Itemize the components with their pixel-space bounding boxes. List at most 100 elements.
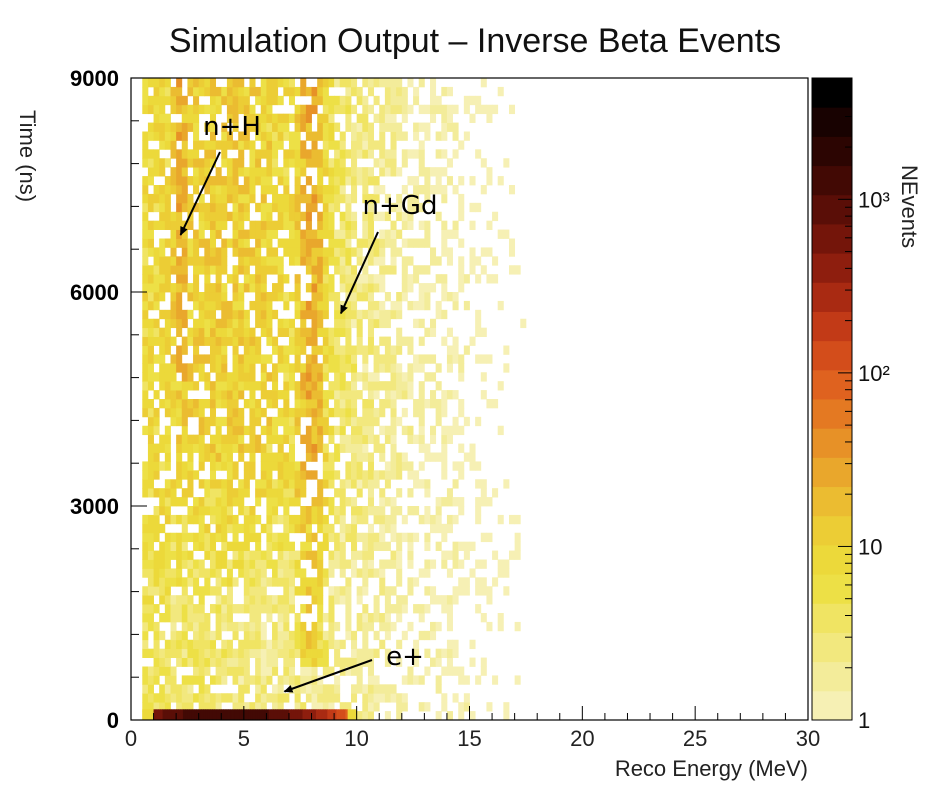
heatmap-cell: [209, 140, 217, 150]
heatmap-cell: [379, 229, 386, 239]
heatmap-cell: [209, 390, 217, 400]
heatmap-cell: [255, 488, 262, 498]
heatmap-cell: [413, 657, 420, 667]
heatmap-cell: [334, 149, 341, 159]
heatmap-cell: [187, 158, 194, 168]
heatmap-cell: [379, 283, 386, 293]
heatmap-cell: [260, 78, 267, 88]
heatmap-cell: [232, 140, 239, 150]
heatmap-cell: [441, 399, 448, 409]
heatmap-cell: [170, 488, 177, 498]
heatmap-cell: [458, 407, 465, 418]
heatmap-cell: [430, 630, 437, 641]
heatmap-cell: [215, 559, 222, 569]
heatmap-cell: [339, 506, 346, 516]
heatmap-cell: [418, 202, 425, 213]
heatmap-cell: [305, 666, 312, 676]
heatmap-cell: [266, 666, 273, 676]
heatmap-cell: [413, 470, 420, 480]
heatmap-cell: [260, 461, 267, 471]
heatmap-cell: [193, 86, 200, 97]
colorbar-segment: [812, 574, 852, 604]
heatmap-cell: [373, 443, 380, 453]
heatmap-cell: [164, 479, 171, 489]
heatmap-cell: [170, 167, 177, 177]
heatmap-cell: [272, 648, 279, 658]
heatmap-cell: [164, 78, 171, 88]
heatmap-cell: [283, 363, 290, 373]
heatmap-cell: [328, 193, 335, 204]
prompt-band-cell: [316, 709, 319, 720]
heatmap-cell: [243, 506, 250, 516]
heatmap-cell: [328, 229, 335, 239]
heatmap-cell: [300, 211, 307, 222]
heatmap-cell: [283, 568, 290, 578]
heatmap-cell: [317, 131, 324, 141]
heatmap-cell: [435, 648, 442, 658]
heatmap-cell: [164, 238, 171, 248]
heatmap-cell: [283, 193, 290, 204]
heatmap-cell: [367, 149, 374, 159]
heatmap-cell: [384, 461, 391, 471]
heatmap-cell: [204, 648, 211, 658]
heatmap-cell: [373, 675, 380, 685]
heatmap-cell: [193, 256, 200, 266]
heatmap-cell: [373, 318, 380, 329]
heatmap-cell: [435, 211, 442, 222]
heatmap-cell: [226, 140, 233, 150]
heatmap-cell: [243, 595, 250, 605]
heatmap-cell: [446, 711, 453, 721]
heatmap-cell: [249, 336, 256, 346]
heatmap-cell: [164, 336, 171, 346]
heatmap-cell: [356, 345, 363, 355]
heatmap-cell: [221, 381, 228, 391]
prompt-band-cell: [261, 709, 265, 720]
heatmap-cell: [266, 122, 273, 132]
heatmap-cell: [463, 675, 470, 685]
heatmap-cell: [277, 327, 284, 337]
prompt-band-cell: [327, 709, 330, 720]
heatmap-cell: [418, 568, 425, 578]
heatmap-cell: [317, 559, 324, 569]
heatmap-cell: [424, 648, 431, 658]
heatmap-cell: [384, 470, 391, 480]
heatmap-cell: [367, 193, 374, 204]
heatmap-cell: [328, 506, 335, 516]
heatmap-cell: [407, 675, 414, 685]
heatmap-cell: [351, 514, 358, 525]
heatmap-cell: [221, 390, 228, 400]
heatmap-cell: [283, 425, 290, 436]
heatmap-cell: [181, 514, 188, 525]
heatmap-cell: [356, 167, 363, 177]
heatmap-cell: [322, 265, 329, 275]
prompt-band-cell: [255, 709, 258, 720]
heatmap-cell: [170, 604, 177, 614]
y-axis-label: Time (ns): [15, 110, 40, 202]
heatmap-cell: [159, 541, 166, 551]
prompt-band-cell: [228, 709, 231, 720]
heatmap-cell: [176, 657, 183, 667]
prompt-band-cell: [243, 709, 247, 720]
prompt-band-cell: [349, 709, 353, 720]
heatmap-cell: [221, 514, 228, 525]
heatmap-cell: [232, 193, 239, 204]
heatmap-cell: [181, 488, 188, 498]
heatmap-cell: [351, 149, 358, 159]
heatmap-cell: [362, 381, 369, 391]
heatmap-cell: [266, 104, 273, 115]
heatmap-cell: [339, 176, 346, 186]
heatmap-cell: [317, 113, 324, 123]
heatmap-cell: [193, 140, 200, 150]
heatmap-cell: [288, 78, 296, 88]
heatmap-cell: [351, 167, 358, 177]
heatmap-cell: [367, 559, 374, 569]
heatmap-cell: [401, 390, 408, 400]
colorbar-segment: [812, 690, 852, 721]
heatmap-cell: [390, 434, 397, 444]
heatmap-cell: [401, 514, 408, 525]
heatmap-cell: [209, 407, 217, 418]
heatmap-cell: [249, 630, 256, 641]
heatmap-cell: [373, 506, 380, 516]
heatmap-cell: [294, 621, 301, 632]
heatmap-cell: [204, 256, 211, 266]
